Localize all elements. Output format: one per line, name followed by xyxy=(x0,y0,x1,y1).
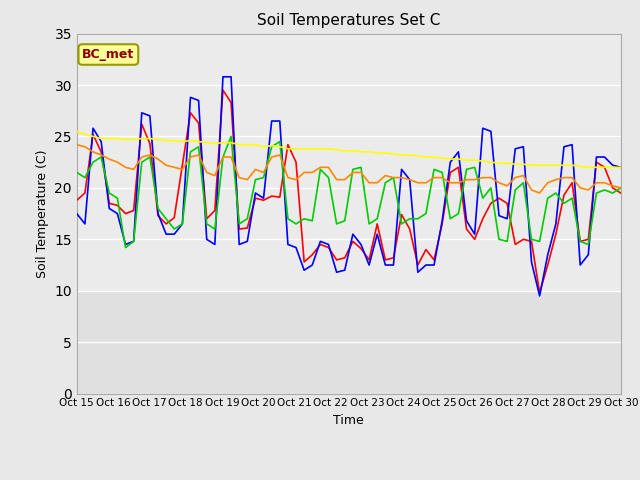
Y-axis label: Soil Temperature (C): Soil Temperature (C) xyxy=(36,149,49,278)
Text: BC_met: BC_met xyxy=(82,48,134,61)
X-axis label: Time: Time xyxy=(333,414,364,427)
Title: Soil Temperatures Set C: Soil Temperatures Set C xyxy=(257,13,440,28)
Bar xyxy=(77,34,621,291)
